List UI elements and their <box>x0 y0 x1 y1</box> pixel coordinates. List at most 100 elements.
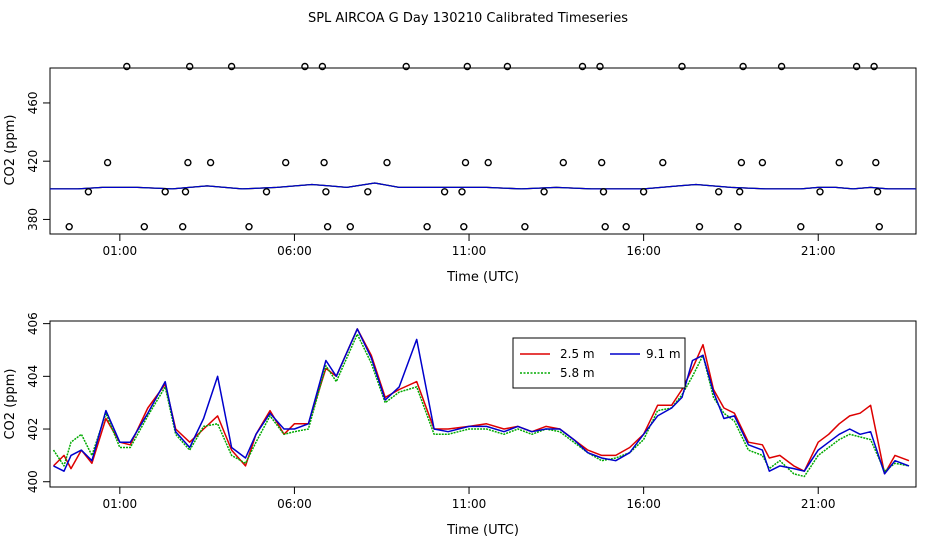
data-point <box>103 158 112 167</box>
data-point <box>578 62 587 71</box>
x-tick-label: 16:00 <box>626 497 661 511</box>
top-scatter-points <box>65 62 883 231</box>
legend-label-5-8m: 5.8 m <box>560 366 595 380</box>
data-point <box>461 158 470 167</box>
y-tick-label: 406 <box>26 312 40 335</box>
y-tick-label: 400 <box>26 470 40 493</box>
data-point <box>797 222 805 231</box>
bottom-series-lines <box>52 328 910 478</box>
data-point <box>178 222 187 231</box>
data-point <box>835 158 843 167</box>
data-point <box>758 158 767 167</box>
data-point <box>873 188 882 196</box>
data-point <box>463 62 471 71</box>
data-point <box>140 222 149 231</box>
bottom-x-axis-label: Time (UTC) <box>446 523 519 538</box>
x-tick-label: 11:00 <box>452 244 487 258</box>
data-point <box>678 62 686 71</box>
data-point <box>639 188 648 196</box>
legend-box <box>512 337 686 389</box>
data-point <box>245 222 253 231</box>
data-point <box>323 222 332 231</box>
data-point <box>872 158 880 167</box>
data-point <box>484 158 492 167</box>
data-point <box>460 222 468 231</box>
top-y-axis-label: CO2 (ppm) <box>3 114 18 185</box>
data-point <box>301 62 309 71</box>
top-x-axis-label: Time (UTC) <box>446 270 519 285</box>
figure-title: SPL AIRCOA G Day 130210 Calibrated Times… <box>308 11 628 26</box>
x-tick-label: 01:00 <box>103 244 138 258</box>
data-point <box>875 222 883 231</box>
x-tick-label: 06:00 <box>277 244 312 258</box>
data-point <box>737 158 746 167</box>
data-point <box>322 188 330 196</box>
x-tick-label: 06:00 <box>277 497 312 511</box>
top-series-lines <box>50 182 916 190</box>
legend-label-2-5m: 2.5 m <box>560 347 595 361</box>
series-line-9-1-m <box>53 328 910 475</box>
data-point <box>736 188 744 196</box>
bottom-plot-frame <box>49 320 917 488</box>
bottom-x-axis: 01:00 06:00 11:00 16:00 21:00 <box>103 487 836 511</box>
data-point <box>559 158 567 167</box>
data-point <box>598 158 606 167</box>
y-tick-label: 402 <box>26 418 40 441</box>
data-point <box>84 188 93 196</box>
bottom-y-axis: 400 402 404 406 <box>26 312 50 493</box>
data-point <box>227 62 236 71</box>
data-point <box>601 222 609 231</box>
y-tick-label: 420 <box>26 150 40 173</box>
x-tick-label: 21:00 <box>801 244 836 258</box>
series-line-2-5-m <box>52 328 910 475</box>
x-tick-label: 01:00 <box>103 497 138 511</box>
data-point <box>440 188 449 196</box>
top-plot-frame <box>49 67 917 235</box>
legend: 2.5 m 5.8 m 9.1 m <box>512 337 686 389</box>
x-tick-label: 11:00 <box>452 497 487 511</box>
data-point <box>161 188 169 196</box>
data-point <box>282 158 290 167</box>
bottom-panel-line: 01:00 06:00 11:00 16:00 21:00 400 402 404 406 T… <box>3 312 917 538</box>
bottom-y-axis-label: CO2 (ppm) <box>3 368 18 439</box>
data-point <box>739 62 747 71</box>
data-point <box>346 222 354 231</box>
data-point <box>521 222 529 231</box>
data-point <box>123 62 131 71</box>
data-point <box>734 222 742 231</box>
data-point <box>383 158 391 167</box>
data-point <box>659 158 667 167</box>
top-x-axis: 01:00 06:00 11:00 16:00 21:00 <box>103 234 836 258</box>
data-point <box>715 188 723 196</box>
top-y-axis: 380 420 460 <box>26 91 50 231</box>
data-point <box>318 62 327 71</box>
data-point <box>458 188 466 196</box>
data-point <box>695 222 704 231</box>
data-point <box>540 188 548 196</box>
data-point <box>503 62 512 71</box>
data-point <box>65 222 73 231</box>
y-tick-label: 460 <box>26 91 40 114</box>
data-point <box>402 62 410 71</box>
data-point <box>185 62 194 71</box>
data-point <box>870 62 878 71</box>
data-point <box>364 188 372 196</box>
y-tick-label: 404 <box>26 365 40 388</box>
data-point <box>852 62 861 71</box>
data-point <box>320 158 328 167</box>
data-point <box>181 188 190 196</box>
series-line-2 <box>50 182 916 190</box>
x-tick-label: 16:00 <box>626 244 661 258</box>
data-point <box>622 222 630 231</box>
legend-label-9-1m: 9.1 m <box>646 347 681 361</box>
x-tick-label: 21:00 <box>801 497 836 511</box>
data-point <box>184 158 192 167</box>
data-point <box>777 62 786 71</box>
series-line-5-8-m <box>52 333 910 478</box>
data-point <box>596 62 604 71</box>
data-point <box>206 158 215 167</box>
data-point <box>262 188 271 196</box>
data-point <box>599 188 608 196</box>
top-panel-scatter: 01:00 06:00 11:00 16:00 21:00 380 420 460 Time… <box>3 62 917 285</box>
